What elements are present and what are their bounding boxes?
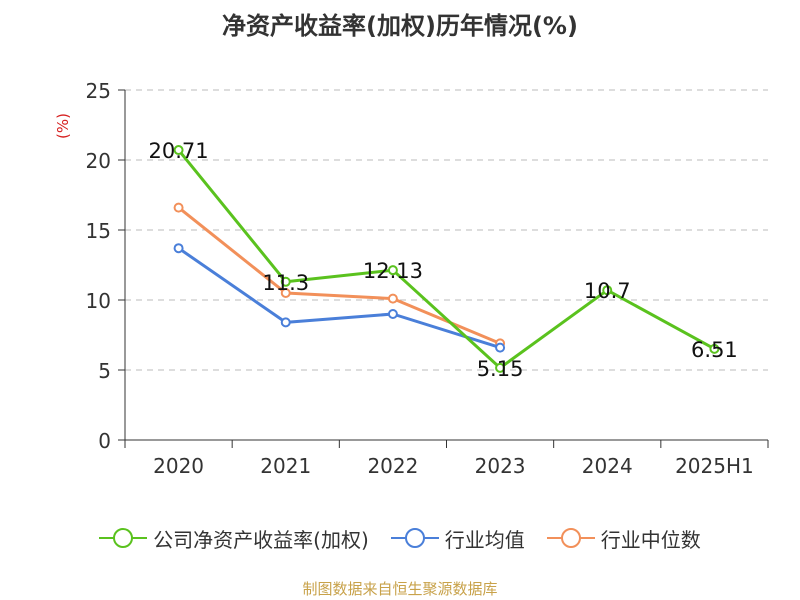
data-label: 6.51 <box>691 338 738 362</box>
legend-swatch-icon <box>99 528 148 548</box>
data-point <box>495 342 506 353</box>
data-point <box>280 317 291 328</box>
legend-item: 行业中位数 <box>546 524 701 553</box>
data-label: 12.13 <box>363 259 423 283</box>
data-point <box>280 276 291 287</box>
data-point <box>280 288 291 298</box>
x-tick-label: 2021 <box>260 454 311 478</box>
data-label: 11.3 <box>262 271 309 295</box>
data-point <box>173 202 184 213</box>
data-point <box>173 243 184 254</box>
y-tick-label: 0 <box>98 429 111 453</box>
y-tick-label: 10 <box>86 289 111 313</box>
source-note: 制图数据来自恒生聚源数据库 <box>302 580 498 598</box>
series-lines <box>173 145 720 373</box>
data-point <box>495 362 506 373</box>
legend: 公司净资产收益率(加权) 行业均值 行业中位数 <box>0 520 800 556</box>
data-label: 5.15 <box>477 357 524 381</box>
y-tick-label: 20 <box>86 149 111 173</box>
legend-label: 行业中位数 <box>600 527 701 552</box>
y-tick-label: 5 <box>98 359 111 383</box>
data-label: 20.71 <box>149 139 209 163</box>
data-point <box>387 293 398 304</box>
data-point <box>387 309 398 319</box>
data-point <box>709 343 720 354</box>
legend-swatch-icon <box>390 528 439 548</box>
data-point <box>173 145 184 156</box>
y-tick-label: 25 <box>86 79 111 103</box>
chart-title: 净资产收益率(加权)历年情况(%) <box>222 12 578 40</box>
data-point <box>387 265 398 276</box>
legend-item: 行业均值 <box>390 524 525 553</box>
x-tick-label: 2023 <box>475 454 526 478</box>
x-tick-label: 2022 <box>367 454 418 478</box>
x-tick-label: 2025H1 <box>675 454 754 478</box>
legend-swatch-icon <box>546 528 595 548</box>
grid-lines <box>125 89 768 371</box>
data-point <box>602 285 613 296</box>
series-line <box>177 246 501 350</box>
data-labels: 20.71 11.3 12.13 5.15 10.7 6.51 <box>149 139 738 381</box>
x-tick-label: 2024 <box>582 454 633 478</box>
series-line <box>177 149 716 370</box>
data-label: 10.7 <box>584 279 631 303</box>
legend-label: 公司净资产收益率(加权) <box>153 527 369 552</box>
y-tick-label: 15 <box>86 219 111 243</box>
y-axis-label: (%) <box>54 113 72 139</box>
axes: 0 5 10 15 20 25 2020 2021 2022 2023 2024 2025H1 (%) <box>54 79 769 478</box>
legend-label: 行业均值 <box>444 527 525 552</box>
legend-item: 公司净资产收益率(加权) <box>99 524 369 553</box>
x-tick-label: 2020 <box>153 454 204 478</box>
